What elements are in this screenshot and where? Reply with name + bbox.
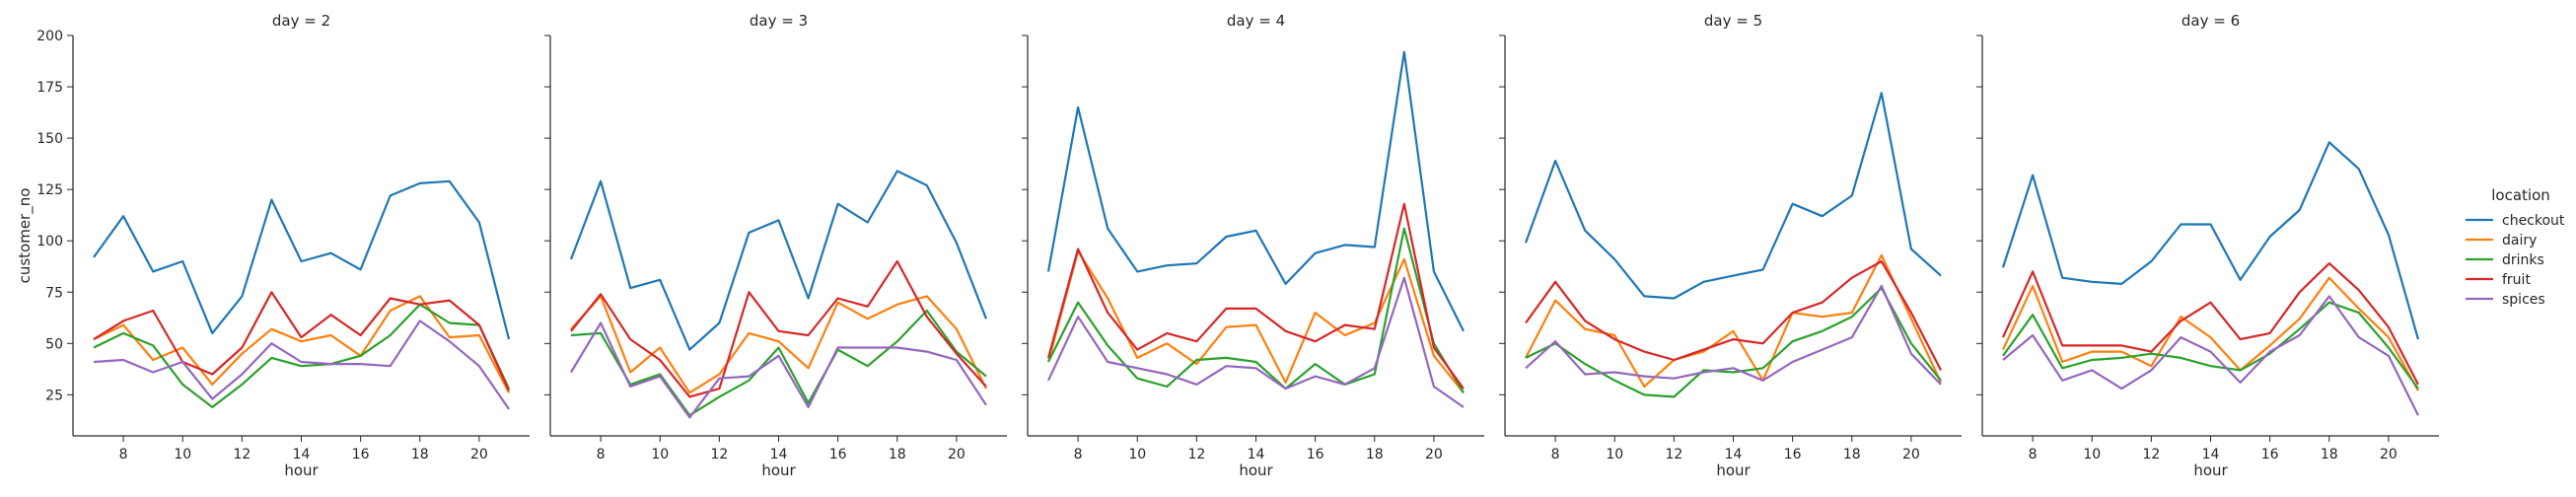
x-tick-label: 18	[1366, 447, 1384, 462]
x-tick-label: 20	[1902, 447, 1920, 462]
x-tick-label: 20	[1425, 447, 1443, 462]
x-tick-label: 10	[1606, 447, 1623, 462]
x-axis-title: hour	[2193, 462, 2228, 479]
x-tick-label: 12	[2142, 447, 2160, 462]
series-line-fruit	[2001, 262, 2419, 386]
series-line-checkout	[569, 170, 988, 351]
x-tick-label: 18	[2321, 447, 2338, 462]
series-line-drinks	[93, 303, 510, 408]
x-tick-label: 14	[1725, 447, 1743, 462]
x-tick-label: 18	[889, 447, 906, 462]
series-line-fruit	[570, 259, 987, 398]
x-tick-label: 14	[2202, 447, 2220, 462]
x-tick-label: 20	[948, 447, 966, 462]
series-line-checkout	[1524, 92, 1942, 300]
legend-label-spices: spices	[2502, 292, 2545, 308]
legend-title: location	[2491, 186, 2550, 204]
x-tick-label: 10	[2083, 447, 2101, 462]
series-line-fruit	[1525, 259, 1942, 371]
x-tick-label: 14	[770, 447, 788, 462]
x-tick-label: 16	[1307, 447, 1324, 462]
x-tick-label: 14	[1248, 447, 1265, 462]
y-tick-label: 125	[36, 182, 63, 198]
legend-label-dairy: dairy	[2502, 233, 2537, 248]
x-axis-title: hour	[284, 462, 319, 479]
x-tick-label: 20	[470, 447, 488, 462]
x-tick-label: 12	[1665, 447, 1682, 462]
x-tick-label: 16	[1784, 447, 1802, 462]
series-line-dairy	[1046, 249, 1465, 393]
legend-label-fruit: fruit	[2502, 272, 2531, 288]
series-line-checkout	[1046, 50, 1465, 332]
y-tick-label: 175	[36, 80, 63, 96]
x-tick-label: 8	[119, 447, 128, 462]
series-line-fruit	[93, 291, 511, 391]
series-line-drinks	[2002, 301, 2419, 390]
x-tick-label: 12	[1187, 447, 1205, 462]
x-axis-title: hour	[1239, 462, 1273, 479]
x-tick-label: 14	[293, 447, 311, 462]
series-line-checkout	[2001, 141, 2420, 340]
panel-title: day = 3	[750, 12, 808, 30]
series-line-drinks	[1525, 287, 1942, 398]
x-axis-title: hour	[1716, 462, 1751, 479]
y-tick-label: 75	[45, 285, 63, 301]
series-line-drinks	[570, 309, 987, 417]
x-tick-label: 12	[233, 447, 250, 462]
series-line-spices	[2002, 295, 2419, 416]
series-line-checkout	[93, 179, 511, 340]
legend-label-drinks: drinks	[2502, 252, 2544, 268]
legend-label-checkout: checkout	[2502, 213, 2565, 229]
x-tick-label: 10	[174, 447, 191, 462]
y-tick-label: 200	[36, 29, 63, 44]
x-tick-label: 18	[411, 447, 429, 462]
x-axis-title: hour	[761, 462, 796, 479]
y-tick-label: 50	[45, 336, 63, 352]
x-tick-label: 16	[829, 447, 847, 462]
series-line-spices	[570, 321, 987, 419]
x-tick-label: 18	[1843, 447, 1861, 462]
y-tick-label: 25	[45, 388, 63, 403]
x-tick-label: 8	[1551, 447, 1560, 462]
y-tick-label: 150	[36, 131, 63, 147]
y-tick-label: 100	[36, 234, 63, 249]
series-line-dairy	[1525, 253, 1942, 389]
x-tick-label: 16	[352, 447, 370, 462]
x-tick-label: 12	[710, 447, 728, 462]
y-axis-title: customer_no	[16, 188, 35, 284]
x-tick-label: 16	[2261, 447, 2279, 462]
x-tick-label: 10	[1128, 447, 1146, 462]
panel-title: day = 5	[1704, 12, 1762, 30]
series-line-dairy	[2002, 276, 2419, 391]
panel-title: day = 2	[272, 12, 330, 30]
series-line-drinks	[1047, 227, 1465, 393]
series-line-dairy	[93, 295, 510, 393]
panel-title: day = 6	[2182, 12, 2240, 30]
x-tick-label: 8	[2029, 447, 2038, 462]
series-line-fruit	[1046, 202, 1465, 390]
x-tick-label: 8	[597, 447, 606, 462]
series-line-spices	[1047, 276, 1465, 408]
panel-title: day = 4	[1227, 12, 1285, 30]
x-tick-label: 10	[651, 447, 669, 462]
series-line-spices	[93, 320, 510, 410]
series-line-spices	[1525, 284, 1942, 386]
x-tick-label: 20	[2380, 447, 2397, 462]
x-tick-label: 8	[1074, 447, 1083, 462]
